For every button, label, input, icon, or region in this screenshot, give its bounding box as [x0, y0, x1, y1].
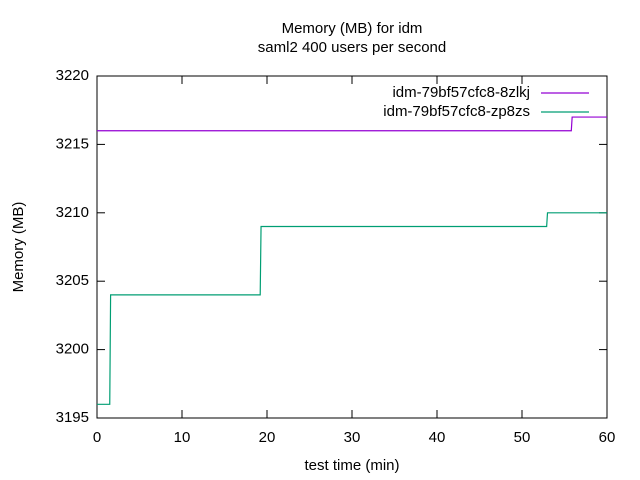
x-tick-label: 60: [599, 429, 616, 446]
x-tick-label: 40: [429, 429, 446, 446]
series-line: [97, 116, 607, 132]
y-tick-label: 3205: [56, 272, 89, 289]
x-tick-label: 10: [174, 429, 191, 446]
x-tick-label: 50: [514, 429, 531, 446]
y-tick-label: 3210: [56, 204, 89, 221]
y-tick-label: 3215: [56, 135, 89, 152]
y-tick-label: 3200: [56, 341, 89, 358]
series-line: [97, 212, 607, 405]
legend-label: idm-79bf57cfc8-zp8zs: [383, 103, 530, 120]
x-tick-label: 20: [259, 429, 276, 446]
chart-subtitle: saml2 400 users per second: [258, 39, 446, 56]
x-axis-label: test time (min): [304, 457, 399, 474]
y-axis-label: Memory (MB): [10, 202, 27, 293]
legend-label: idm-79bf57cfc8-8zlkj: [392, 84, 530, 101]
chart-title: Memory (MB) for idm: [282, 20, 423, 37]
x-tick-label: 0: [93, 429, 101, 446]
x-tick-label: 30: [344, 429, 361, 446]
y-tick-label: 3195: [56, 409, 89, 426]
y-tick-label: 3220: [56, 67, 89, 84]
